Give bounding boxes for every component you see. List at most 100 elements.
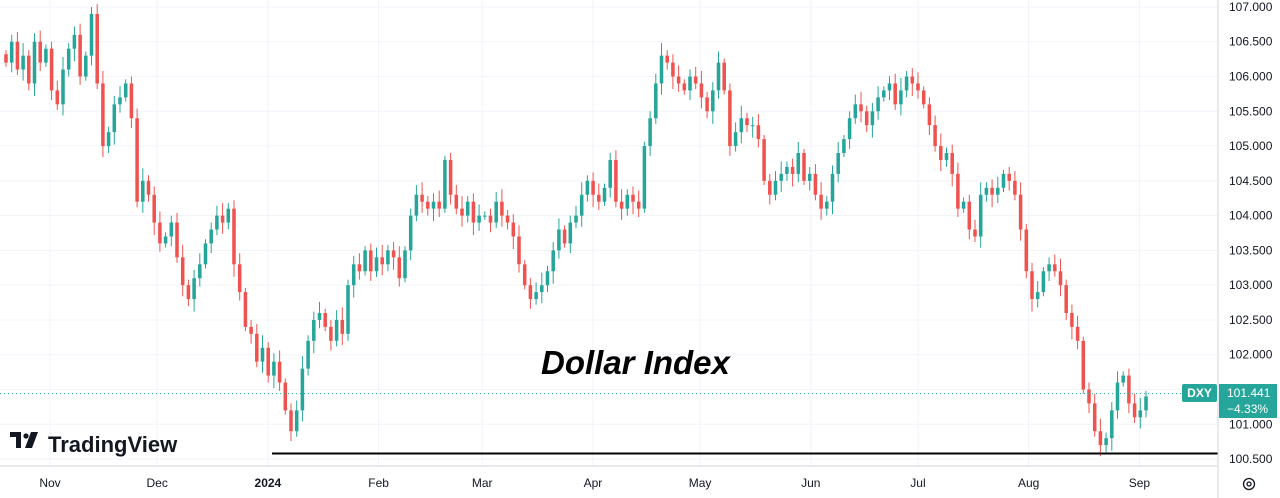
candle [996, 176, 1000, 204]
candle [830, 165, 835, 215]
candle [768, 173, 772, 205]
candle [106, 126, 111, 154]
candle-body [899, 90, 903, 105]
candle-body [961, 201, 966, 209]
x-tick-label: Sep [1129, 476, 1151, 490]
candle [739, 105, 744, 144]
candle-body [779, 173, 783, 181]
candle-body [813, 173, 818, 195]
candle-body [420, 194, 424, 202]
candle-body [55, 90, 60, 105]
candle-body [192, 278, 196, 300]
candle [351, 255, 356, 298]
candle-body [597, 194, 601, 202]
candle-body [505, 215, 510, 223]
candle [785, 161, 789, 181]
candle-body [66, 48, 71, 70]
candle [1092, 393, 1097, 437]
symbol-badge [1182, 384, 1217, 402]
candle-body [625, 194, 630, 209]
candle [756, 114, 761, 148]
candle-body [1104, 438, 1108, 446]
candle-body [716, 62, 721, 91]
candle-body [443, 159, 447, 209]
candle [163, 232, 168, 248]
candle-body [146, 180, 151, 195]
candle-body [608, 159, 612, 188]
candle-body [437, 201, 441, 209]
candle-body [1024, 229, 1029, 272]
candle-body [522, 264, 527, 286]
candle-body [175, 222, 179, 258]
candle-body [1138, 410, 1143, 418]
candle [215, 205, 219, 236]
candle [870, 102, 875, 138]
candle [602, 183, 607, 206]
candle-body [9, 41, 14, 63]
candle-body [973, 229, 977, 237]
candle-body [1064, 285, 1068, 313]
candle [488, 208, 493, 233]
candle-body [1030, 271, 1034, 300]
last-price-badge [1219, 384, 1277, 418]
candle-body [984, 187, 989, 195]
candle [38, 30, 42, 71]
candle [733, 122, 738, 152]
candle-body [346, 285, 350, 334]
y-tick-label: 106.500 [1229, 35, 1273, 49]
candle-body [996, 187, 1000, 195]
candle-body [631, 194, 635, 202]
candle-body [836, 153, 840, 174]
candle [956, 162, 960, 218]
candle [232, 200, 236, 277]
candle [1138, 397, 1143, 429]
candle-body [785, 166, 789, 174]
candle-body [283, 382, 288, 411]
candle-body [260, 347, 265, 362]
candle [289, 403, 293, 441]
candle-body [825, 201, 829, 209]
candle-body [819, 194, 823, 209]
candle [893, 73, 897, 110]
candle-body [471, 201, 476, 223]
candle [961, 197, 966, 213]
candle [152, 186, 156, 236]
candle [260, 335, 265, 373]
candle [374, 247, 379, 277]
candle [9, 34, 14, 73]
candle-body [454, 194, 459, 209]
settings-icon[interactable] [1242, 477, 1256, 491]
candle [522, 260, 527, 290]
candle-body [141, 180, 145, 202]
candle-body [123, 83, 128, 98]
candle [944, 147, 949, 167]
candle-body [488, 215, 493, 223]
y-tick-label: 104.500 [1229, 174, 1273, 188]
candle-body [739, 118, 744, 133]
candle [357, 253, 362, 280]
candle [505, 210, 510, 230]
candle-body [927, 104, 932, 126]
y-tick-label: 103.500 [1229, 243, 1273, 257]
candle-body [978, 194, 983, 237]
candle-body [733, 132, 738, 147]
candle [1030, 262, 1034, 312]
x-tick-label: Mar [472, 476, 493, 490]
candle-body [1013, 180, 1017, 195]
tradingview-logo-text: TradingView [48, 432, 178, 457]
candle [78, 23, 82, 85]
candle-body [317, 312, 322, 320]
candle [631, 186, 635, 215]
candle [853, 94, 858, 124]
candle [722, 58, 726, 95]
change-percent-label: −4.33% [1227, 402, 1268, 416]
candle [1115, 371, 1120, 419]
tradingview-logo: TradingView [10, 432, 178, 457]
candle-body [551, 250, 555, 272]
candle [665, 50, 669, 70]
candle [306, 335, 310, 376]
candle-body [950, 153, 954, 174]
candle [175, 212, 179, 263]
candle-body [386, 250, 390, 265]
